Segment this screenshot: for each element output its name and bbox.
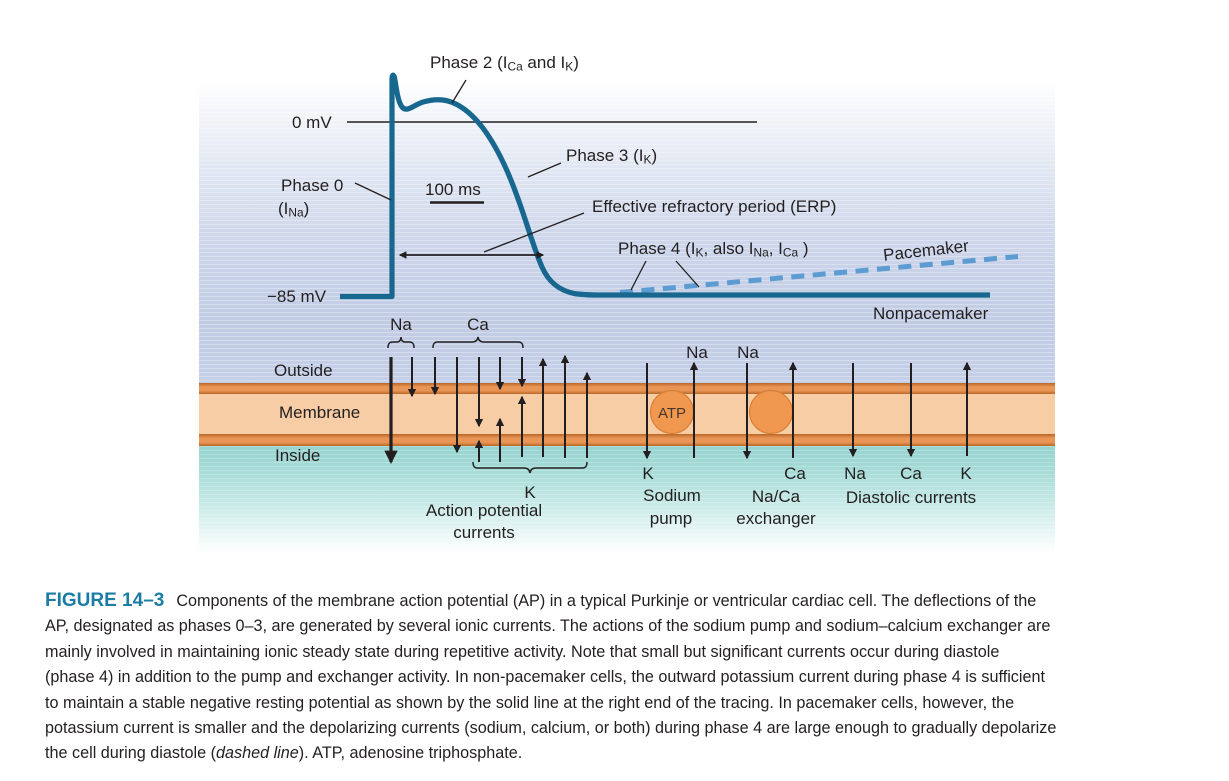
zero-mv-label: 0 mV (292, 113, 332, 132)
scale-bar-label: 100 ms (425, 180, 481, 199)
ap-currents-label-line2: currents (453, 523, 515, 542)
inside-label: Inside (275, 446, 321, 465)
exchanger-label-line2: exchanger (736, 509, 816, 528)
nonpacemaker-label: Nonpacemaker (873, 304, 989, 323)
phase4-label: Phase 4 (IK, also INa, ICa ) (618, 239, 809, 260)
phase3-label: Phase 3 (IK) (566, 146, 658, 167)
erp-label: Effective refractory period (ERP) (592, 197, 837, 216)
outside-label: Outside (274, 361, 333, 380)
ap-currents-label-line1: Action potential (425, 501, 543, 520)
pump-na-label: Na (686, 343, 708, 362)
atp-label: ATP (657, 405, 687, 422)
ca-group-label: Ca (467, 315, 489, 334)
phase2-label: Phase 2 (ICa and IK) (430, 53, 579, 74)
exchanger-na-label: Na (737, 343, 759, 362)
neg85-mv-label: −85 mV (267, 287, 327, 306)
sodium-pump-label-line1: Sodium (643, 486, 701, 505)
pump-k-label: K (642, 464, 654, 483)
na-group-label: Na (390, 315, 412, 334)
membrane-outer-leaflet (199, 383, 1055, 394)
phase0-label-line1: Phase 0 (281, 176, 344, 195)
exchanger-ca-label: Ca (784, 464, 806, 483)
k-group-label: K (524, 483, 536, 502)
figure-caption-text: Components of the membrane action potent… (45, 592, 1057, 763)
diastolic-na-label: Na (844, 464, 866, 483)
membrane-interior (199, 394, 1055, 434)
phase0-label-line2: (INa) (278, 199, 310, 220)
membrane-label: Membrane (279, 403, 361, 422)
sodium-pump-label-line2: pump (649, 509, 693, 528)
diastolic-currents-label: Diastolic currents (845, 488, 977, 507)
diastolic-k-label: K (960, 464, 972, 483)
diastolic-ca-label: Ca (900, 464, 922, 483)
inside-region-background (199, 446, 1055, 553)
figure-caption: FIGURE 14–3 Components of the membrane ac… (45, 588, 1197, 767)
membrane-inner-leaflet (199, 434, 1055, 446)
figure-number-label: FIGURE 14–3 (45, 590, 165, 611)
exchanger-label-line1: Na/Ca (751, 487, 801, 506)
